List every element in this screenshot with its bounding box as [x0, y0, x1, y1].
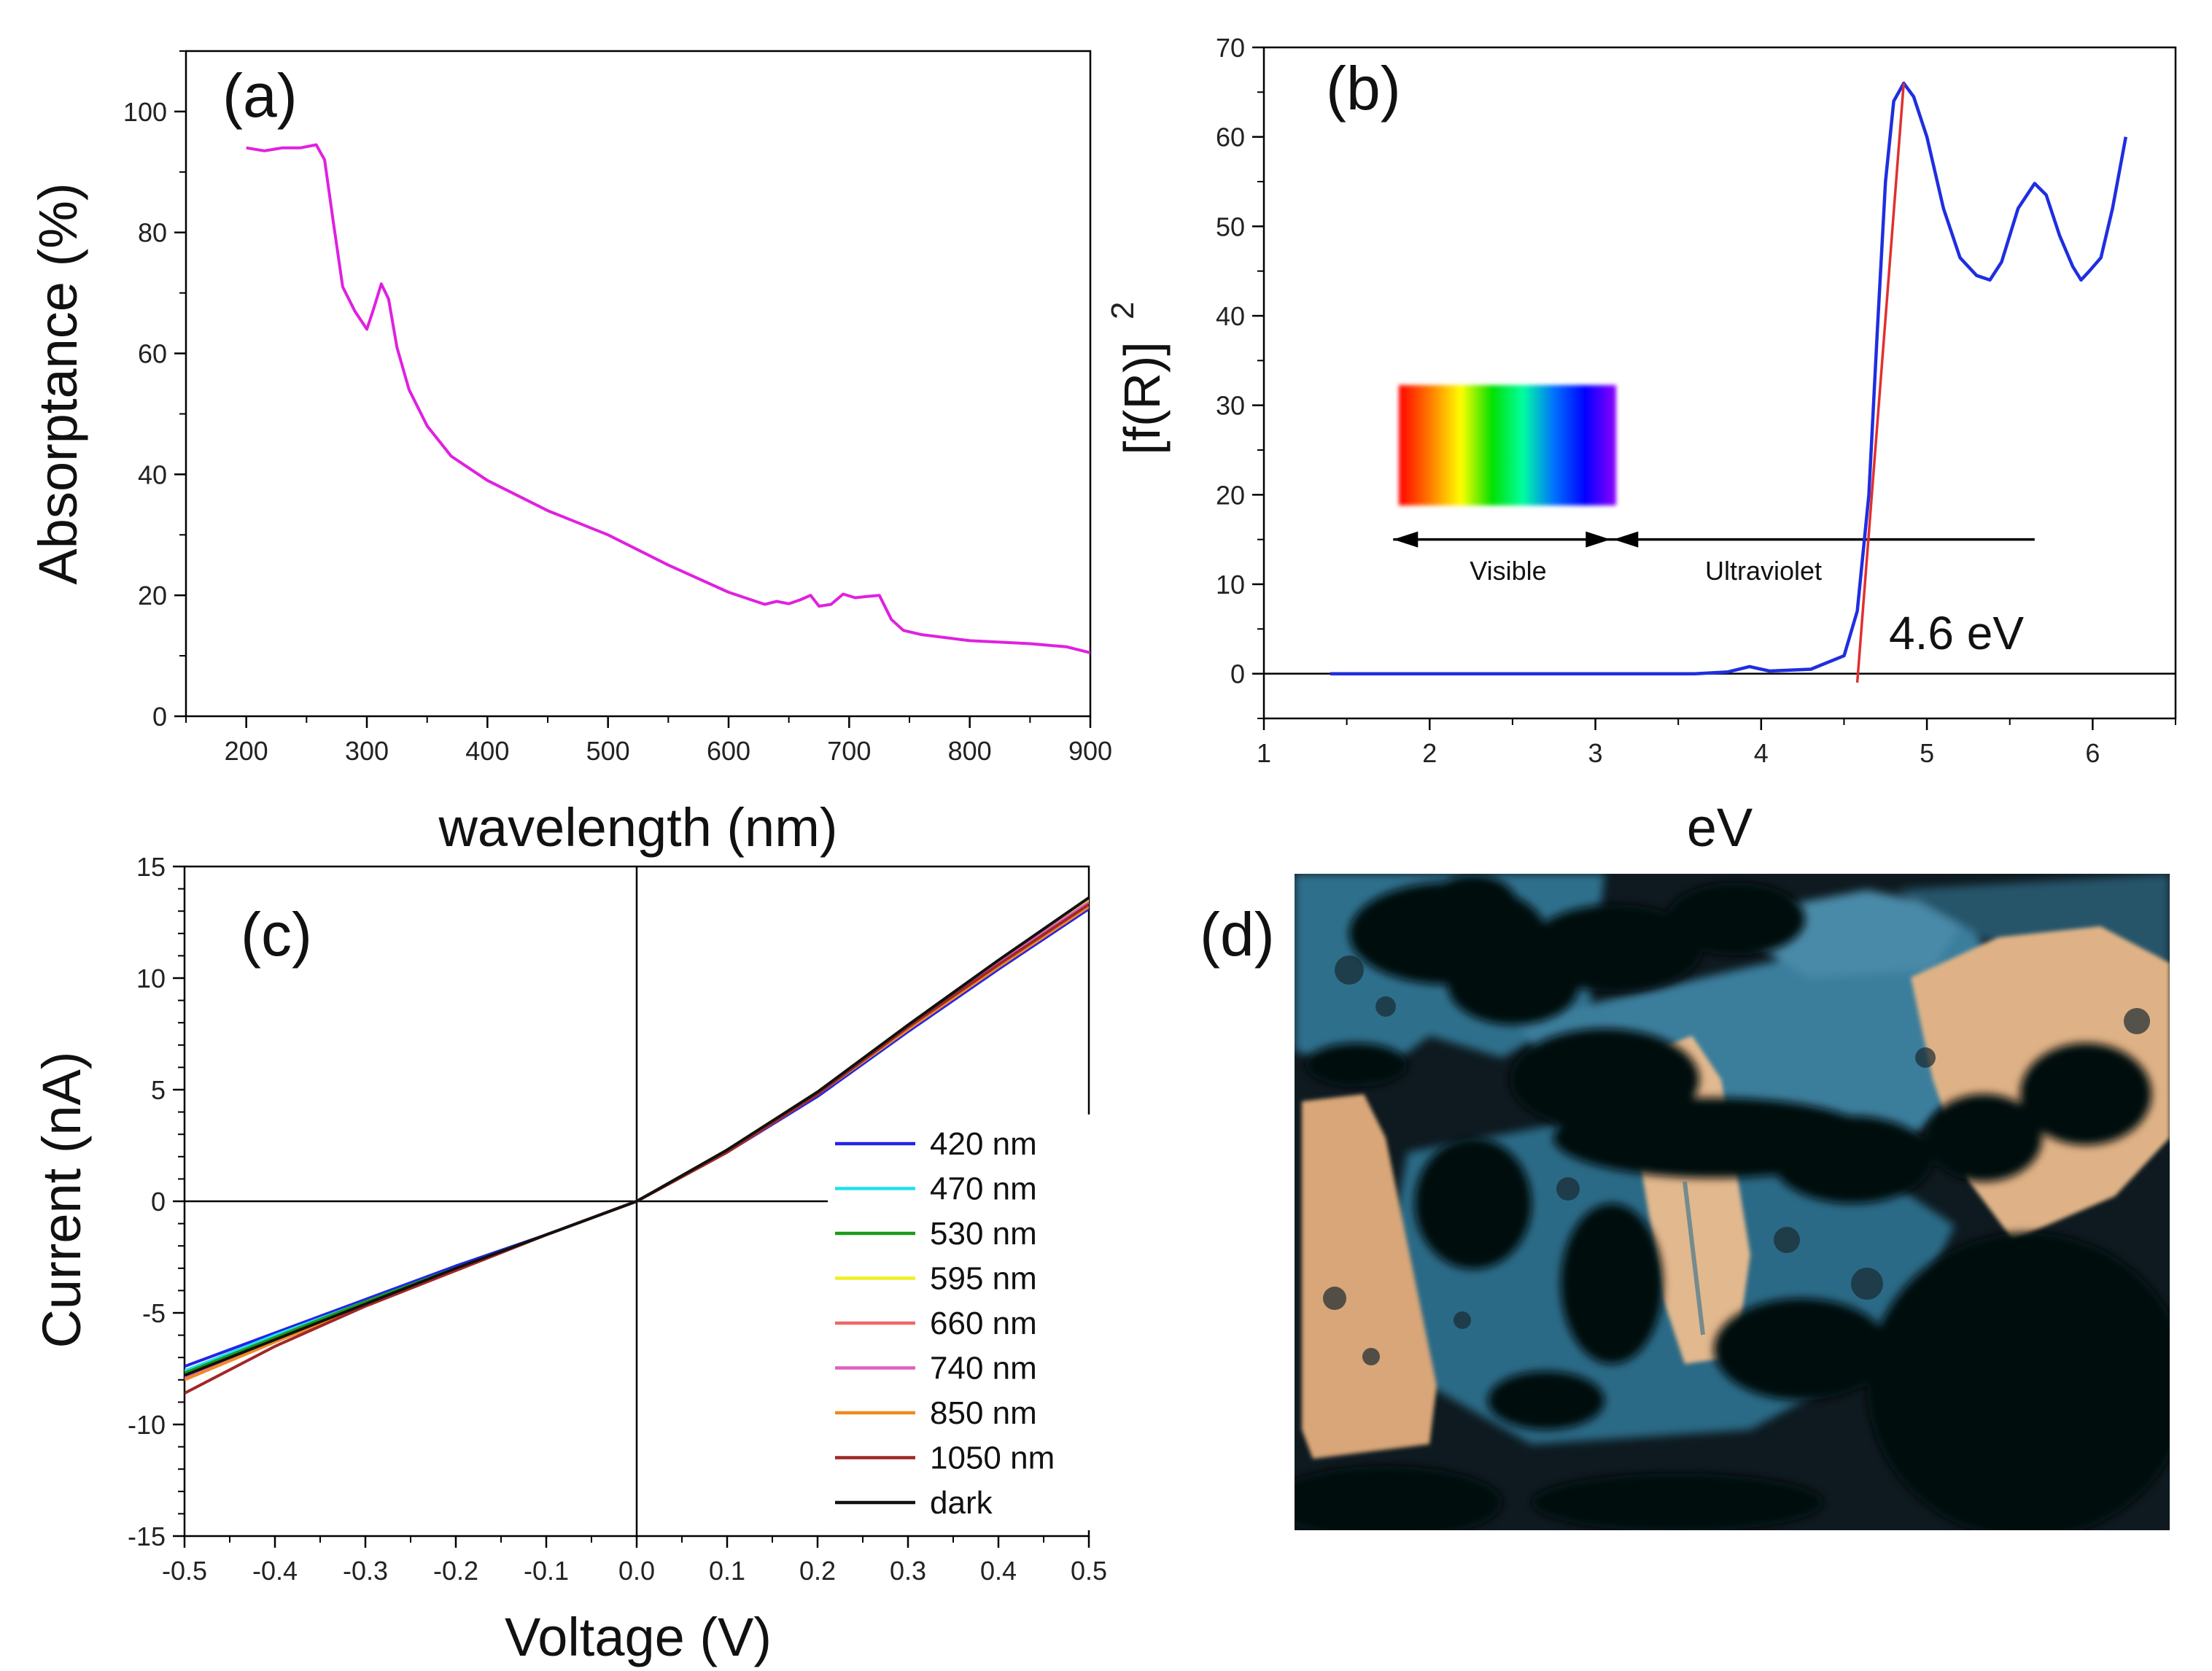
panel-a-x-tick-label: 200 — [225, 736, 268, 766]
panel-b-x-tick-label: 6 — [2085, 738, 2100, 768]
panel-c-y-tick-label: 0 — [151, 1187, 166, 1217]
panel-c-y-tick-label: -5 — [142, 1298, 166, 1328]
panel-a-x-tick-label: 700 — [827, 736, 871, 766]
panel-c-x-tick-label: -0.2 — [433, 1556, 478, 1586]
panel-a-y-tick-label: 0 — [152, 702, 167, 732]
panel-b-y-tick-label: 10 — [1216, 570, 1245, 600]
panel-c-series — [185, 896, 1089, 1395]
panel-a-series — [246, 143, 1090, 654]
bandgap-label: 4.6 eV — [1889, 607, 2024, 659]
panel-a-x-axis-title: wavelength (nm) — [438, 797, 837, 858]
panel-a-x-tick-label: 300 — [345, 736, 389, 766]
panel-b-y-tick-label: 20 — [1216, 480, 1245, 510]
panel-a-x-tick-label: 500 — [586, 736, 630, 766]
panel-a-x-tick-label: 600 — [707, 736, 750, 766]
panel-c-x-tick-label: 0.2 — [799, 1556, 836, 1586]
panel-a-x-tick-label: 900 — [1068, 736, 1112, 766]
panel-a-label: (a) — [222, 61, 298, 130]
panel-b-y-tick-label: 60 — [1216, 123, 1245, 152]
visible-label: Visible — [1470, 556, 1546, 586]
panel-c-y-tick-label: 5 — [151, 1075, 166, 1105]
panel-a-y-tick-label: 60 — [138, 339, 167, 369]
panel-c-x-tick-label: 0.3 — [890, 1556, 926, 1586]
panel-c-x-tick-label: 0.1 — [709, 1556, 745, 1586]
ultraviolet-label: Ultraviolet — [1705, 556, 1822, 586]
legend-label: 420 nm — [930, 1126, 1037, 1162]
panel-b-y-tick-label: 0 — [1230, 659, 1245, 689]
legend-label: 595 nm — [930, 1261, 1037, 1297]
panel-a-y-tick-label: 40 — [138, 460, 167, 489]
panel-a-plot-frame — [185, 50, 1092, 718]
panel-c-y-axis-title: Current (nA) — [31, 1051, 92, 1348]
panel-b-arrows — [1393, 531, 2035, 548]
panel-c-y-tick-label: -15 — [128, 1521, 166, 1551]
panel-a-x-tick-label: 400 — [465, 736, 509, 766]
panel-b-label: (b) — [1326, 54, 1401, 123]
panel-b-x-tick-label: 5 — [1920, 738, 1934, 768]
visible-right-arrowhead — [1586, 531, 1611, 548]
uv-left-arrowhead — [1613, 531, 1639, 548]
micrograph-image — [1295, 874, 2170, 1530]
panel-b-x-axis-title: eV — [1687, 797, 1753, 858]
panel-c-y-tick-label: -10 — [128, 1410, 166, 1440]
visible-spectrum-inset — [1399, 385, 1616, 505]
panel-a-ticks: 200 300 400 500 600 700 800 900 0 20 40 60 80 100 — [123, 50, 1112, 766]
panel-a-absorptance-line — [246, 143, 1090, 654]
panel-c-x-axis-title: Voltage (V) — [505, 1607, 772, 1667]
legend-label: 660 nm — [930, 1306, 1037, 1341]
tauc-fit-line — [1855, 82, 1906, 683]
legend-label: 740 nm — [930, 1351, 1037, 1387]
panel-c-x-tick-label: -0.5 — [162, 1556, 207, 1586]
panel-b-x-tick-label: 1 — [1257, 738, 1271, 768]
panel-b-series — [1330, 81, 2128, 683]
panel-b-x-tick-label: 3 — [1588, 738, 1603, 768]
panel-b-y-tick-label: 40 — [1216, 301, 1245, 331]
legend-label: 470 nm — [930, 1171, 1037, 1207]
visible-left-arrowhead — [1393, 531, 1419, 548]
panel-b-plot-frame — [1262, 46, 2177, 720]
panel-b-y-axis-title-main: [f(R)] — [1114, 341, 1171, 455]
legend-label: 1050 nm — [930, 1441, 1055, 1476]
panel-a-y-tick-label: 20 — [138, 581, 167, 610]
panel-c-iv-chart: -0.5 -0.4 -0.3 -0.2 -0.1 0.0 0.1 0.2 0.3 0.4 0.5 -1… — [31, 852, 1107, 1667]
panel-c-y-tick-label: 15 — [136, 852, 166, 882]
panel-a-y-tick-label: 80 — [138, 218, 167, 248]
panel-c-x-tick-label: -0.4 — [252, 1556, 298, 1586]
panel-a-absorptance-chart: 200 300 400 500 600 700 800 900 0 20 40 60 80 100 (a)… — [28, 50, 1112, 858]
panel-a-x-tick-label: 800 — [948, 736, 992, 766]
panel-b-y-tick-label: 50 — [1216, 212, 1245, 241]
panel-c-label: (c) — [241, 900, 312, 969]
legend-label: 850 nm — [930, 1395, 1037, 1431]
legend-label: 530 nm — [930, 1216, 1037, 1252]
panel-c-x-tick-label: 0.4 — [980, 1556, 1017, 1586]
panel-b-y-axis-title: [f(R)] 2 — [1105, 302, 1171, 455]
panel-c-ticks: -0.5 -0.4 -0.3 -0.2 -0.1 0.0 0.1 0.2 0.3 0.4 0.5 -1… — [128, 852, 1107, 1586]
panel-c-legend: 420 nm 470 nm 530 nm 595 nm 660 nm 740 nm 850 … — [828, 1114, 1094, 1530]
panel-b-x-tick-label: 4 — [1754, 738, 1769, 768]
panel-b-y-tick-label: 30 — [1216, 391, 1245, 421]
panel-d-micrograph: (d) — [1200, 874, 2170, 1530]
panel-b-spectrum-line — [1330, 81, 2128, 675]
panel-c-x-tick-label: 0.0 — [618, 1556, 655, 1586]
iv-curve-dark — [185, 896, 1089, 1377]
legend-label: dark — [930, 1485, 993, 1521]
panel-c-y-tick-label: 10 — [136, 964, 166, 993]
panel-b-y-tick-label: 70 — [1216, 33, 1245, 63]
panel-b-y-axis-title-sup: 2 — [1105, 302, 1141, 319]
panel-a-y-tick-label: 100 — [123, 97, 167, 127]
panel-c-x-tick-label: -0.3 — [343, 1556, 388, 1586]
panel-c-x-tick-label: 0.5 — [1071, 1556, 1107, 1586]
panel-c-x-tick-label: -0.1 — [524, 1556, 569, 1586]
panel-b-x-tick-label: 2 — [1422, 738, 1437, 768]
panel-a-y-axis-title: Absorptance (%) — [28, 182, 88, 584]
panel-d-label: (d) — [1200, 900, 1275, 969]
